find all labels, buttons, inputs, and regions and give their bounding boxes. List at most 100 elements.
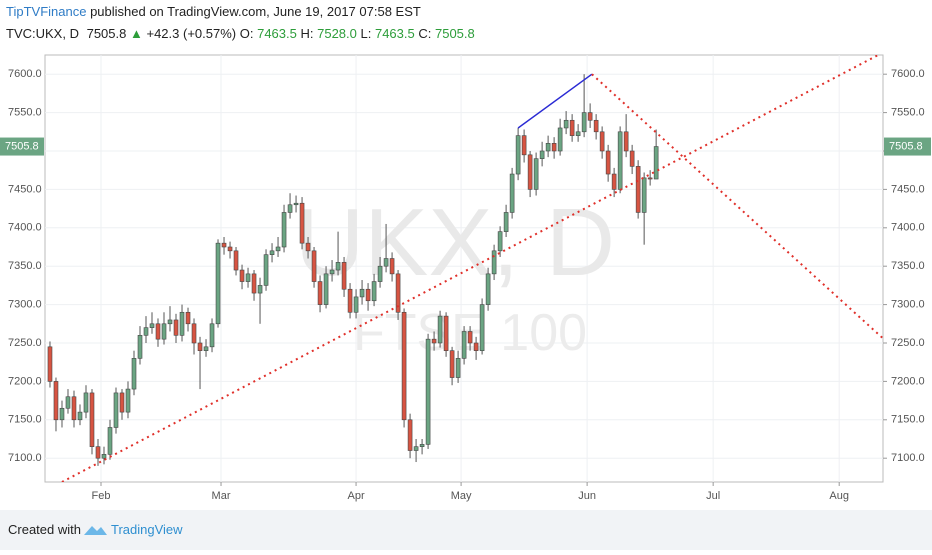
candle-body bbox=[587, 112, 593, 121]
candle-body bbox=[395, 273, 401, 313]
candle-body bbox=[401, 311, 407, 421]
candle-body bbox=[569, 119, 575, 136]
candle-body bbox=[371, 281, 377, 302]
candle-body bbox=[629, 150, 635, 167]
candle-body bbox=[443, 315, 449, 351]
watermark: UKX, D bbox=[295, 189, 615, 296]
candle-body bbox=[503, 212, 509, 232]
candle-body bbox=[485, 273, 491, 305]
candle-body bbox=[173, 319, 179, 336]
candle-body bbox=[497, 231, 503, 252]
candle-body bbox=[311, 250, 317, 282]
candle-body bbox=[137, 335, 143, 359]
arrow: ▲ bbox=[130, 26, 143, 41]
candle-body bbox=[89, 392, 95, 447]
candle-body bbox=[65, 396, 71, 409]
candle-body bbox=[491, 250, 497, 275]
y-tick-label: 7300.0 bbox=[891, 299, 925, 311]
candle-body bbox=[47, 346, 53, 382]
y-tick-label: 7250.0 bbox=[891, 337, 925, 349]
x-tick-label: Apr bbox=[347, 490, 364, 502]
y-tick-label-left: 7150.0 bbox=[8, 414, 42, 426]
candle-body bbox=[521, 135, 527, 156]
candle-body bbox=[305, 242, 311, 252]
footer-brand: TradingView bbox=[111, 522, 183, 537]
candle-body bbox=[419, 444, 425, 447]
candle-body bbox=[155, 323, 161, 340]
l: 7463.5 bbox=[375, 26, 415, 41]
candle-body bbox=[269, 250, 275, 255]
candle-body bbox=[539, 150, 545, 159]
author: TipTVFinance bbox=[6, 4, 86, 19]
grid bbox=[45, 55, 883, 482]
axes: 7100.0 7150.0 7200.0 7250.0 7300.0 7350.0 7400… bbox=[0, 68, 931, 502]
y-tick-label-left: 7450.0 bbox=[8, 183, 42, 195]
candle-body bbox=[347, 288, 353, 313]
y-tick-label-left: 7250.0 bbox=[8, 337, 42, 349]
last: 7505.8 bbox=[87, 26, 127, 41]
x-tick-label: Feb bbox=[92, 490, 111, 502]
candle-body bbox=[293, 202, 299, 206]
candle-body bbox=[533, 158, 539, 190]
candle-body bbox=[101, 454, 107, 459]
symbol: TVC:UKX, D bbox=[6, 26, 79, 41]
candle-body bbox=[323, 273, 329, 305]
y-tick-label-left: 7200.0 bbox=[8, 375, 42, 387]
candle-body bbox=[221, 242, 227, 248]
published: published on TradingView.com, June 19, 2… bbox=[90, 4, 421, 19]
candle-body bbox=[113, 392, 119, 428]
candle-body bbox=[281, 212, 287, 248]
candle-body bbox=[509, 173, 515, 213]
candle-body bbox=[611, 173, 617, 190]
h: 7528.0 bbox=[317, 26, 357, 41]
y-tick-label: 7200.0 bbox=[891, 375, 925, 387]
trend-line bbox=[517, 73, 593, 129]
candle-body bbox=[605, 150, 611, 175]
l-label: L: bbox=[361, 26, 372, 41]
last-price-label: 7505.8 bbox=[5, 140, 39, 152]
candle-body bbox=[335, 262, 341, 271]
y-tick-label: 7550.0 bbox=[891, 107, 925, 119]
header-line-2: TVC:UKX, D 7505.8 ▲ +42.3 (+0.57%) O: 74… bbox=[6, 26, 475, 41]
logo-icon bbox=[84, 526, 107, 535]
candle-body bbox=[425, 338, 431, 445]
candle-body bbox=[251, 273, 257, 294]
candle-body bbox=[431, 338, 437, 344]
candle-body bbox=[593, 119, 599, 133]
candle-body bbox=[599, 131, 605, 152]
x-tick-label: May bbox=[451, 490, 472, 502]
candle-body bbox=[83, 392, 89, 413]
candle-body bbox=[125, 388, 131, 413]
candle-body bbox=[149, 323, 155, 328]
candle-body bbox=[359, 288, 365, 298]
candle-body bbox=[365, 288, 371, 302]
x-tick-label: Mar bbox=[212, 490, 231, 502]
x-tick-label: Jun bbox=[578, 490, 596, 502]
candle-body bbox=[437, 315, 443, 344]
o-label: O: bbox=[240, 26, 254, 41]
candle-body bbox=[467, 331, 473, 344]
y-tick-label-left: 7300.0 bbox=[8, 299, 42, 311]
candle-body bbox=[53, 381, 59, 421]
y-tick-label-left: 7400.0 bbox=[8, 222, 42, 234]
candle-body bbox=[203, 346, 209, 351]
candle-body bbox=[131, 358, 137, 390]
h-label: H: bbox=[300, 26, 313, 41]
candle-body bbox=[545, 143, 551, 152]
candle-body bbox=[413, 446, 419, 451]
y-tick-label: 7600.0 bbox=[891, 68, 925, 80]
candle-body bbox=[329, 269, 335, 275]
candle-body bbox=[233, 250, 239, 271]
candle-body bbox=[449, 350, 455, 378]
candle-body bbox=[455, 358, 461, 378]
candle-body bbox=[239, 269, 245, 282]
candle-body bbox=[59, 407, 65, 421]
candle-body bbox=[461, 331, 467, 359]
candle-body bbox=[245, 273, 251, 282]
y-tick-label-left: 7100.0 bbox=[8, 452, 42, 464]
left-axis: 7100.0 7150.0 7200.0 7250.0 7300.0 7350.0 7400… bbox=[8, 68, 42, 464]
last-price-label: 7505.8 bbox=[889, 140, 923, 152]
candle-body bbox=[575, 131, 581, 136]
c: 7505.8 bbox=[435, 26, 475, 41]
candle-body bbox=[143, 327, 149, 336]
